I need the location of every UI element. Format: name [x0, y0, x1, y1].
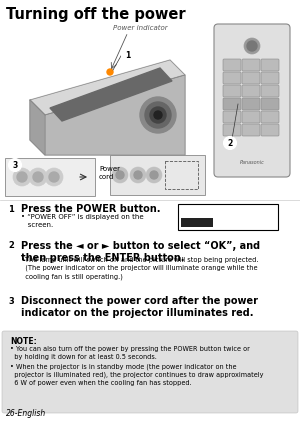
Text: • You can also turn off the power by pressing the POWER button twice or
  by hol: • You can also turn off the power by pre… — [10, 346, 250, 360]
Text: CANCEL: CANCEL — [236, 218, 264, 227]
FancyBboxPatch shape — [223, 59, 241, 71]
Circle shape — [150, 107, 166, 123]
Text: Disconnect the power cord after the power
indicator on the projector illuminates: Disconnect the power cord after the powe… — [21, 296, 258, 318]
Circle shape — [4, 239, 17, 253]
Circle shape — [130, 167, 146, 183]
Text: •The lamp unit will switch off and the picture will stop being projected.
  (The: •The lamp unit will switch off and the p… — [21, 257, 259, 279]
FancyBboxPatch shape — [242, 72, 260, 84]
Circle shape — [17, 172, 27, 182]
Text: • “POWER OFF” is displayed on the
   screen.: • “POWER OFF” is displayed on the screen… — [21, 214, 144, 228]
FancyBboxPatch shape — [261, 98, 279, 110]
Circle shape — [4, 294, 17, 308]
Text: • When the projector is in standby mode (the power indicator on the
  projector : • When the projector is in standby mode … — [10, 363, 263, 386]
Circle shape — [150, 171, 158, 179]
Circle shape — [49, 172, 59, 182]
FancyBboxPatch shape — [110, 155, 205, 195]
FancyBboxPatch shape — [178, 204, 278, 230]
FancyBboxPatch shape — [242, 98, 260, 110]
Circle shape — [13, 168, 31, 186]
FancyBboxPatch shape — [261, 111, 279, 123]
FancyBboxPatch shape — [181, 218, 213, 227]
Circle shape — [145, 102, 171, 128]
FancyBboxPatch shape — [261, 124, 279, 136]
Text: 2: 2 — [8, 242, 14, 250]
FancyBboxPatch shape — [214, 24, 290, 177]
Text: POWER OFF: POWER OFF — [207, 207, 249, 216]
Text: Press the ◄ or ► button to select “OK”, and
then press the ENTER button.: Press the ◄ or ► button to select “OK”, … — [21, 241, 260, 263]
Text: 1: 1 — [125, 51, 130, 60]
FancyBboxPatch shape — [5, 158, 95, 196]
FancyBboxPatch shape — [261, 72, 279, 84]
Circle shape — [247, 41, 257, 51]
Polygon shape — [30, 60, 185, 115]
Polygon shape — [45, 75, 185, 155]
Circle shape — [244, 38, 260, 54]
Circle shape — [112, 167, 128, 183]
FancyBboxPatch shape — [261, 85, 279, 97]
Circle shape — [116, 171, 124, 179]
FancyBboxPatch shape — [261, 59, 279, 71]
Circle shape — [134, 171, 142, 179]
Circle shape — [4, 202, 17, 216]
Polygon shape — [50, 68, 172, 121]
Circle shape — [45, 168, 63, 186]
Circle shape — [154, 111, 162, 119]
Circle shape — [122, 49, 134, 61]
Polygon shape — [30, 100, 45, 155]
Text: 26-English: 26-English — [6, 409, 46, 418]
Circle shape — [33, 172, 43, 182]
Circle shape — [224, 136, 236, 150]
Circle shape — [8, 158, 22, 172]
FancyBboxPatch shape — [242, 124, 260, 136]
FancyBboxPatch shape — [223, 124, 241, 136]
FancyBboxPatch shape — [242, 111, 260, 123]
FancyBboxPatch shape — [242, 85, 260, 97]
Text: 1: 1 — [8, 204, 14, 213]
Text: NOTE:: NOTE: — [10, 337, 37, 346]
FancyBboxPatch shape — [242, 59, 260, 71]
Text: Turning off the power: Turning off the power — [6, 7, 186, 22]
FancyBboxPatch shape — [223, 72, 241, 84]
Text: OK: OK — [192, 218, 202, 227]
FancyBboxPatch shape — [223, 98, 241, 110]
Text: 3: 3 — [8, 296, 14, 305]
FancyBboxPatch shape — [223, 85, 241, 97]
Text: Panasonic: Panasonic — [240, 161, 264, 165]
Circle shape — [107, 69, 113, 75]
Text: Press the POWER button.: Press the POWER button. — [21, 204, 160, 214]
Text: 3: 3 — [12, 161, 18, 170]
Text: Power
cord: Power cord — [99, 166, 120, 180]
Circle shape — [29, 168, 47, 186]
Text: Power indicator: Power indicator — [113, 25, 167, 31]
Circle shape — [140, 97, 176, 133]
Circle shape — [146, 167, 162, 183]
Text: 2: 2 — [227, 138, 232, 147]
FancyBboxPatch shape — [2, 331, 298, 413]
FancyBboxPatch shape — [223, 111, 241, 123]
